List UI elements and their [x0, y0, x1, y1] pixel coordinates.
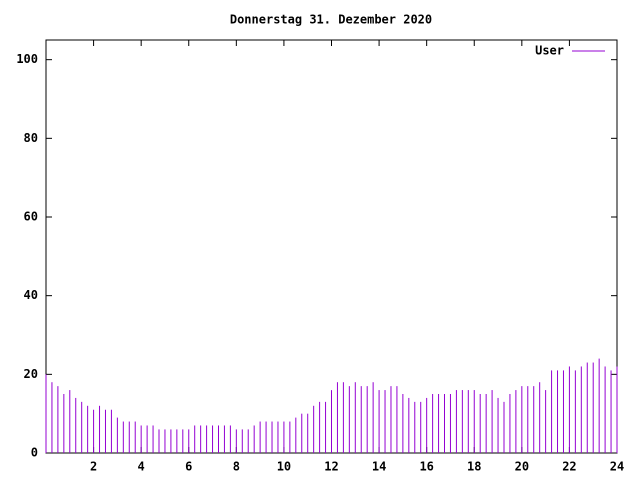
x-tick-label: 10 [277, 460, 291, 474]
x-tick-label: 20 [515, 460, 529, 474]
x-tick-label: 8 [233, 460, 240, 474]
x-tick-label: 12 [324, 460, 338, 474]
x-tick-label: 2 [90, 460, 97, 474]
x-tick-label: 4 [138, 460, 145, 474]
y-tick-label: 20 [24, 367, 38, 381]
y-tick-label: 40 [24, 288, 38, 302]
y-tick-label: 100 [16, 52, 38, 66]
y-tick-label: 0 [31, 446, 38, 460]
x-tick-label: 6 [185, 460, 192, 474]
y-tick-label: 60 [24, 210, 38, 224]
legend-label: User [535, 44, 564, 58]
x-tick-label: 18 [467, 460, 481, 474]
y-tick-label: 80 [24, 131, 38, 145]
x-tick-label: 14 [372, 460, 386, 474]
x-tick-label: 16 [419, 460, 433, 474]
x-tick-label: 22 [562, 460, 576, 474]
chart-title: Donnerstag 31. Dezember 2020 [230, 13, 432, 27]
x-tick-label: 24 [610, 460, 624, 474]
